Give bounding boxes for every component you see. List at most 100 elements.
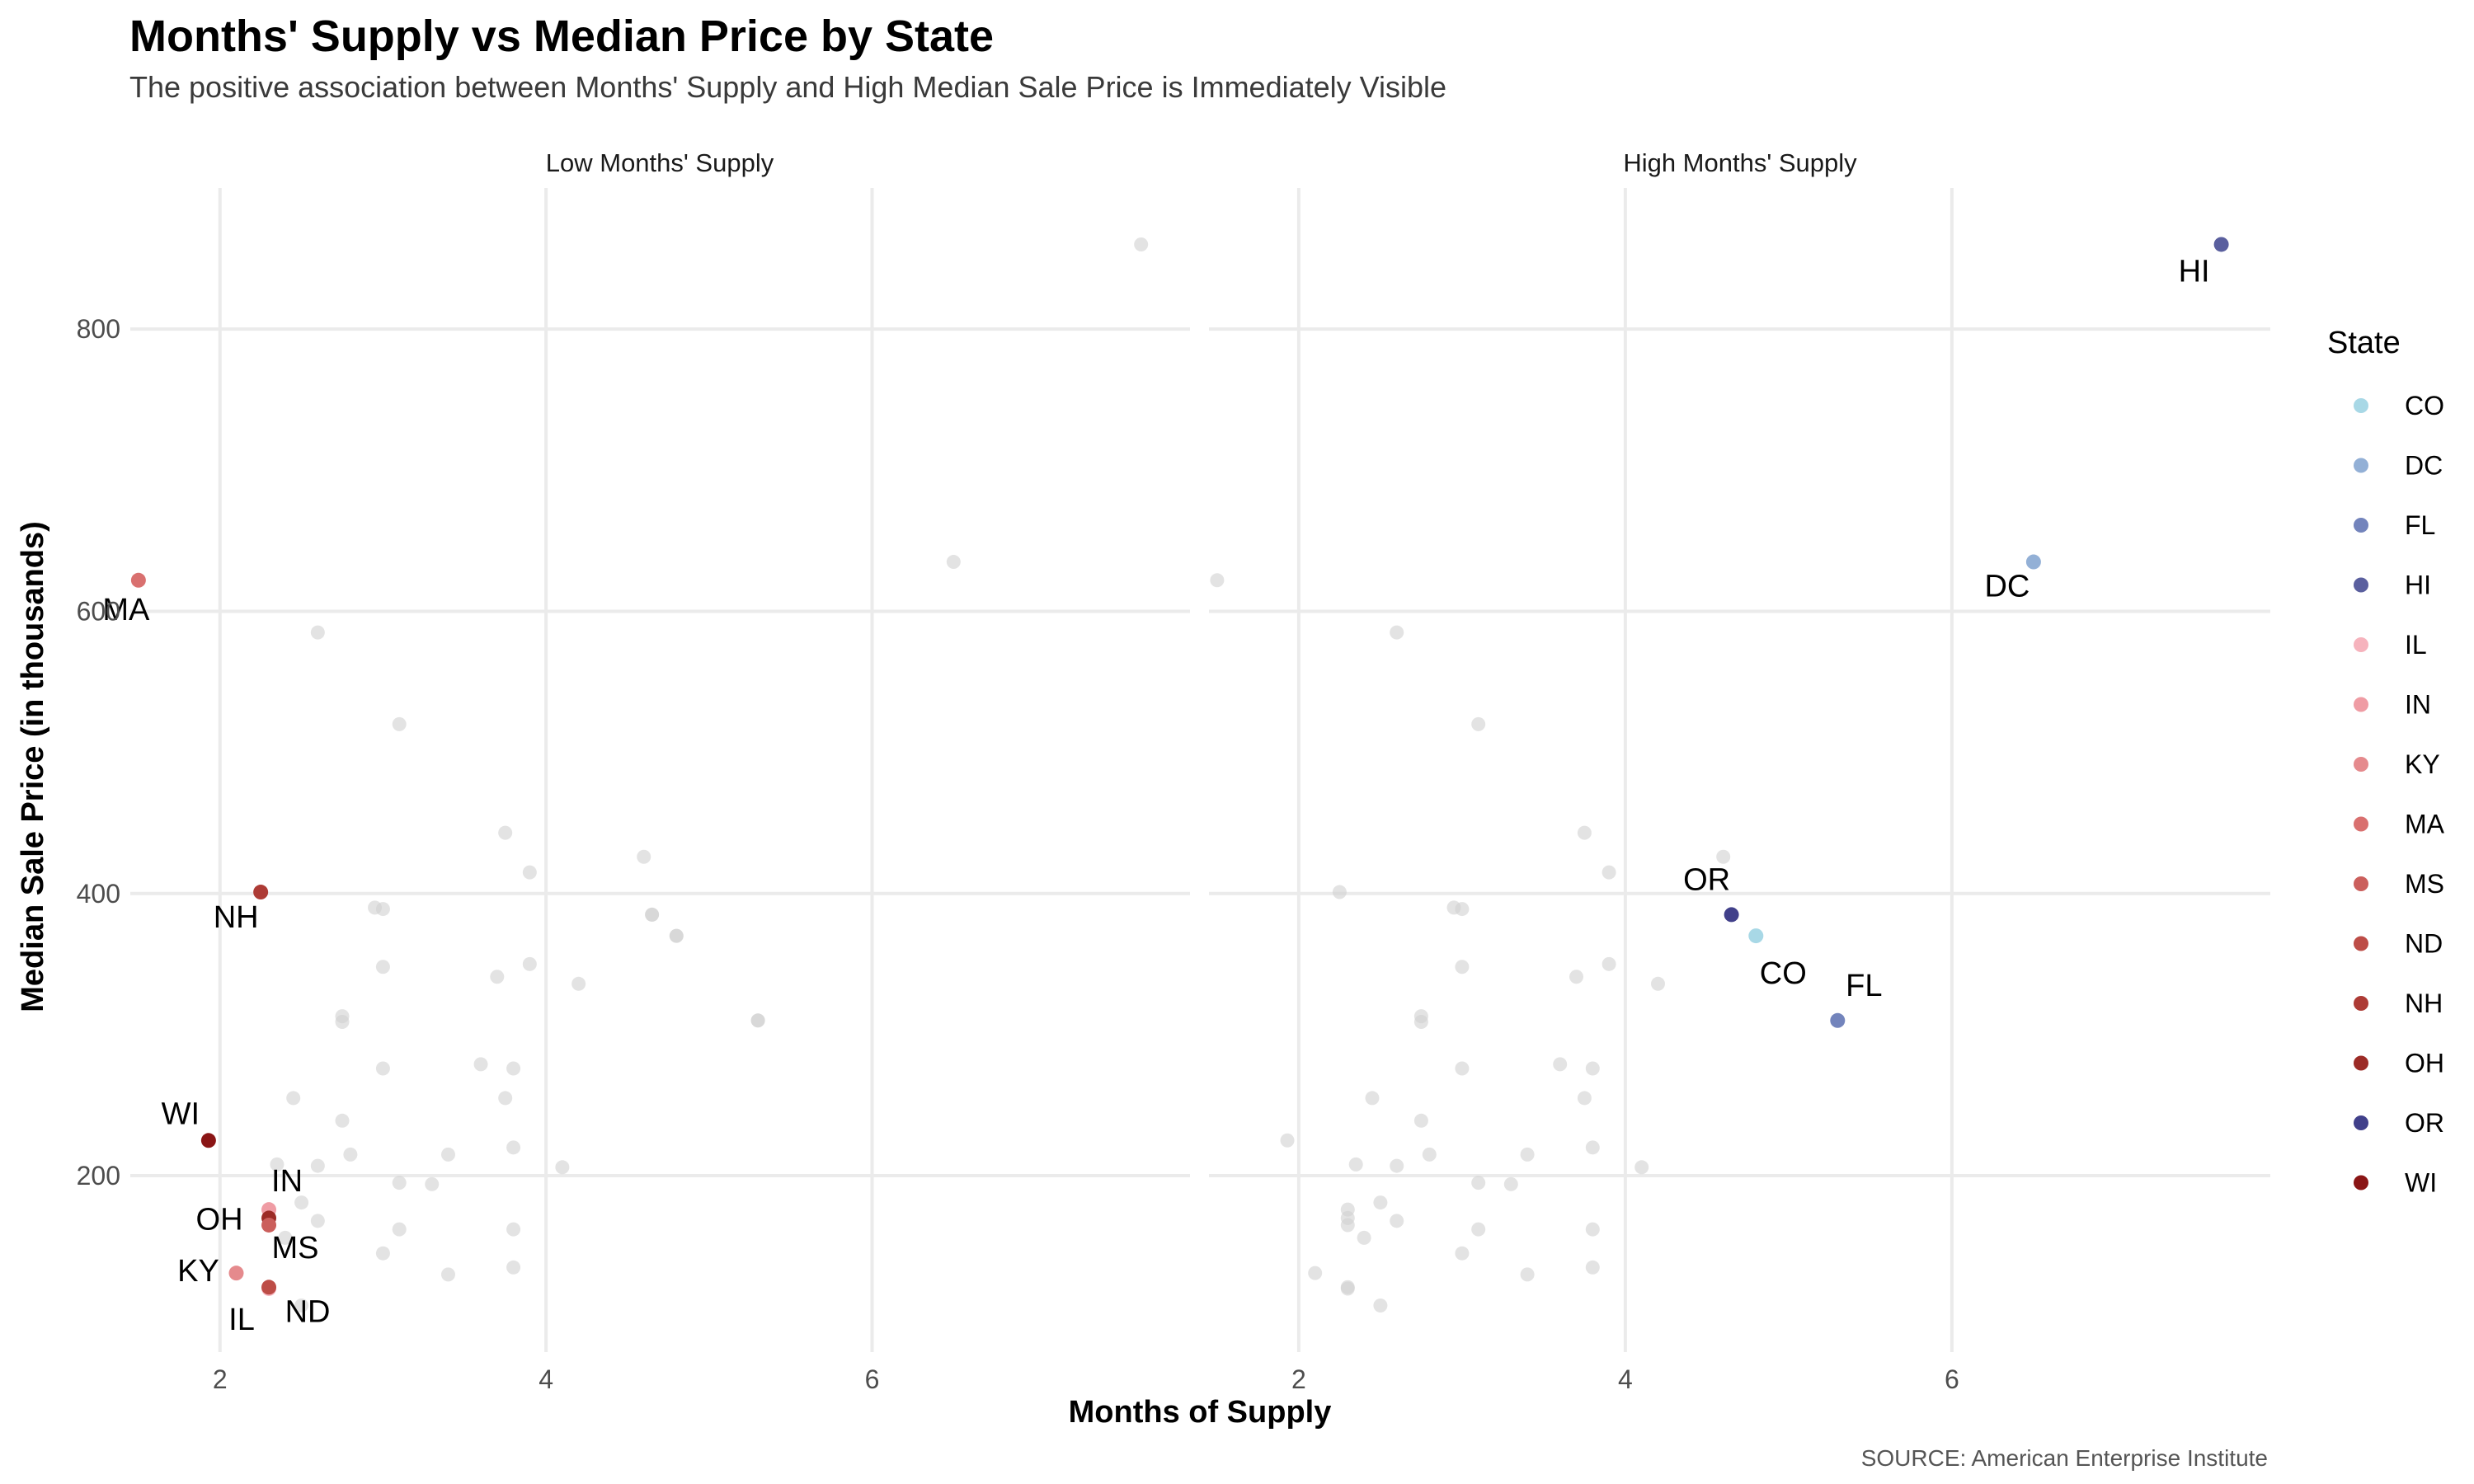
- point-label-wi: WI: [162, 1097, 200, 1131]
- background-point: [375, 1246, 390, 1261]
- point-or: [1724, 907, 1739, 923]
- legend-key-hi: [2354, 577, 2368, 593]
- x-tick-label: 2: [213, 1364, 228, 1394]
- background-point: [1520, 1267, 1535, 1282]
- background-point: [1602, 865, 1616, 880]
- point-label-in: IN: [271, 1164, 303, 1199]
- point-ma: [130, 572, 146, 588]
- background-point: [669, 928, 684, 943]
- background-point: [392, 716, 407, 731]
- grid-layer: [130, 188, 2270, 1352]
- background-point: [506, 1140, 521, 1155]
- point-label-co: CO: [1760, 956, 1807, 991]
- x-tick-label: 2: [1291, 1364, 1306, 1394]
- point-label-nd: ND: [285, 1294, 331, 1329]
- point-label-fl: FL: [1846, 969, 1882, 1003]
- x-tick-label: 6: [865, 1364, 880, 1394]
- legend-key-ky: [2354, 757, 2368, 772]
- legend-key-nd: [2354, 936, 2368, 951]
- background-point: [522, 956, 537, 971]
- legend-key-in: [2354, 697, 2368, 712]
- legend-label-in: IN: [2405, 690, 2431, 720]
- background-point: [441, 1267, 455, 1282]
- background-point: [1348, 1157, 1363, 1172]
- panel-strip-low: Low Months' Supply: [546, 148, 774, 177]
- panel-strip-high: High Months' Supply: [1623, 148, 1857, 177]
- background-point: [1455, 1061, 1470, 1076]
- background-point: [1422, 1147, 1437, 1162]
- x-tick-label: 6: [1945, 1364, 1959, 1394]
- point-ms: [261, 1217, 277, 1233]
- y-tick-label: 400: [77, 879, 120, 909]
- background-point: [506, 1222, 521, 1237]
- legend-key-nh: [2354, 996, 2368, 1011]
- legend-label-wi: WI: [2405, 1168, 2437, 1198]
- background-point: [1585, 1260, 1600, 1275]
- background-point: [1340, 1218, 1355, 1233]
- background-point: [375, 902, 390, 917]
- background-point: [645, 907, 660, 922]
- background-point: [1365, 1091, 1380, 1106]
- background-point: [294, 1195, 309, 1210]
- background-point: [506, 1260, 521, 1275]
- background-point: [555, 1160, 570, 1175]
- background-point: [1585, 1222, 1600, 1237]
- point-label-ky: KY: [177, 1254, 219, 1289]
- background-point: [1569, 970, 1583, 984]
- background-point: [1390, 625, 1404, 640]
- background-point: [1413, 1113, 1428, 1128]
- background-point: [310, 1214, 325, 1228]
- background-point: [310, 1158, 325, 1173]
- background-point: [441, 1147, 455, 1162]
- point-dc: [2025, 554, 2041, 570]
- point-label-oh: OH: [196, 1202, 243, 1237]
- legend-label-il: IL: [2405, 630, 2427, 660]
- background-point: [375, 960, 390, 974]
- point-label-ms: MS: [272, 1231, 319, 1266]
- background-point: [1471, 1222, 1486, 1237]
- background-point: [310, 625, 325, 640]
- x-tick-label: 4: [1618, 1364, 1633, 1394]
- background-point: [498, 1091, 513, 1106]
- point-wi: [200, 1133, 216, 1148]
- background-point: [1503, 1176, 1518, 1191]
- y-tick-label: 600: [77, 596, 120, 626]
- legend-label-ma: MA: [2405, 810, 2445, 839]
- legend-label-nd: ND: [2405, 929, 2443, 959]
- background-point: [1413, 1015, 1428, 1030]
- legend-label-ky: KY: [2405, 749, 2440, 779]
- background-point: [1585, 1140, 1600, 1155]
- y-tick-labels: 200 400 600 800: [77, 314, 120, 1190]
- background-point: [1357, 1230, 1371, 1245]
- legend-key-ma: [2354, 816, 2368, 832]
- background-point: [473, 1057, 488, 1072]
- chart-subtitle: The positive association between Months'…: [129, 70, 1446, 104]
- background-point: [1651, 976, 1665, 991]
- background-point: [1553, 1057, 1568, 1072]
- legend-label-fl: FL: [2405, 510, 2435, 540]
- point-label-nh: NH: [214, 900, 259, 935]
- legend-label-ms: MS: [2405, 869, 2444, 899]
- background-point: [522, 865, 537, 880]
- background-point: [1634, 1160, 1649, 1175]
- legend-key-il: [2354, 637, 2368, 652]
- background-point: [490, 970, 505, 984]
- background-point: [946, 555, 961, 570]
- point-nh: [253, 885, 269, 900]
- point-label-or: OR: [1683, 862, 1730, 897]
- background-point: [286, 1091, 301, 1106]
- background-point: [1210, 573, 1225, 588]
- x-tick-labels: 2 4 6 2 4 6: [213, 1364, 1959, 1394]
- background-point: [498, 825, 513, 840]
- legend-label-co: CO: [2405, 391, 2444, 420]
- legend-key-fl: [2354, 518, 2368, 533]
- background-point: [571, 976, 586, 991]
- point-label-dc: DC: [1984, 570, 2030, 604]
- background-point: [392, 1176, 407, 1190]
- background-point: [1390, 1214, 1404, 1228]
- background-point: [1134, 237, 1149, 251]
- background-point: [278, 1230, 293, 1245]
- background-point: [1577, 825, 1592, 840]
